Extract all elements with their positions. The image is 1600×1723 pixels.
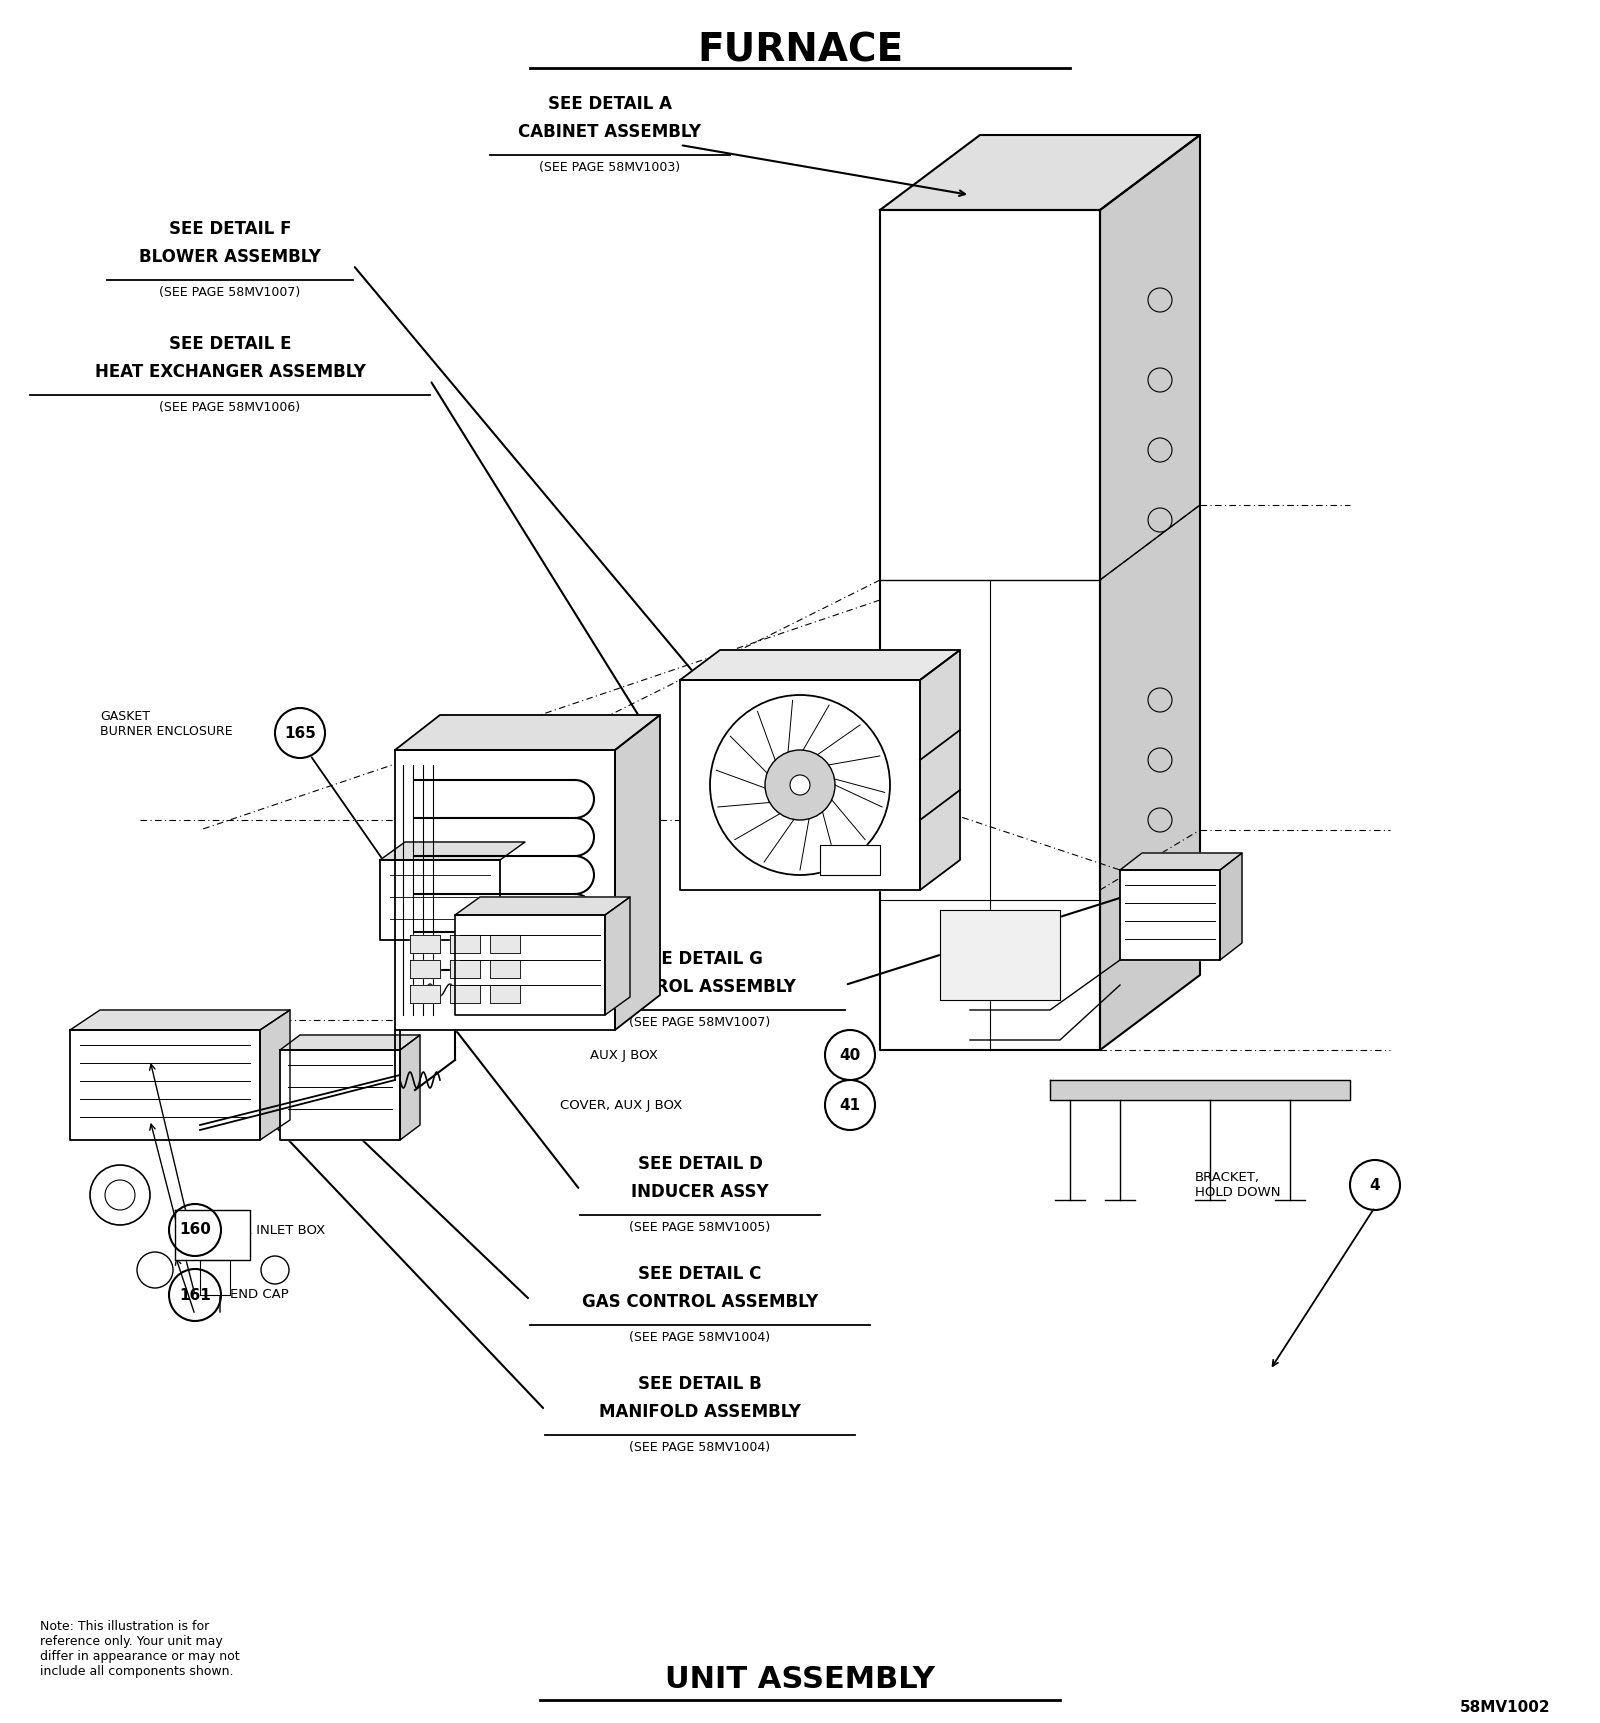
Text: SEE DETAIL B: SEE DETAIL B (638, 1375, 762, 1392)
Text: END CAP: END CAP (230, 1289, 288, 1301)
Text: UNIT ASSEMBLY: UNIT ASSEMBLY (666, 1664, 934, 1694)
Polygon shape (920, 650, 960, 891)
Text: SEE DETAIL D: SEE DETAIL D (637, 1154, 763, 1173)
Text: SEE DETAIL G: SEE DETAIL G (637, 949, 763, 968)
Polygon shape (410, 986, 440, 1003)
Text: 58MV1002: 58MV1002 (1459, 1701, 1550, 1714)
Polygon shape (381, 860, 499, 941)
Text: MANIFOLD ASSEMBLY: MANIFOLD ASSEMBLY (598, 1403, 802, 1421)
Polygon shape (400, 1036, 419, 1141)
Polygon shape (450, 986, 480, 1003)
Polygon shape (450, 936, 480, 953)
Polygon shape (410, 960, 440, 979)
Polygon shape (381, 843, 525, 860)
Text: CABINET ASSEMBLY: CABINET ASSEMBLY (518, 122, 701, 141)
Circle shape (90, 1165, 150, 1225)
Polygon shape (490, 986, 520, 1003)
Text: AUX J BOX: AUX J BOX (590, 1049, 658, 1061)
Polygon shape (680, 650, 960, 681)
Circle shape (790, 775, 810, 794)
Polygon shape (70, 1030, 259, 1141)
Polygon shape (70, 1010, 290, 1030)
Text: 41: 41 (840, 1098, 861, 1113)
Polygon shape (614, 715, 661, 1030)
Text: FURNACE: FURNACE (698, 33, 902, 71)
Text: (SEE PAGE 58MV1007): (SEE PAGE 58MV1007) (629, 1017, 771, 1029)
Polygon shape (200, 1260, 230, 1296)
Text: (SEE PAGE 58MV1007): (SEE PAGE 58MV1007) (160, 286, 301, 300)
Circle shape (261, 1256, 290, 1284)
Polygon shape (941, 910, 1059, 999)
Circle shape (138, 1253, 173, 1289)
Text: (SEE PAGE 58MV1003): (SEE PAGE 58MV1003) (539, 160, 680, 174)
Polygon shape (259, 1010, 290, 1141)
Text: (SEE PAGE 58MV1004): (SEE PAGE 58MV1004) (629, 1440, 771, 1454)
Polygon shape (410, 936, 440, 953)
Polygon shape (880, 134, 1200, 210)
Polygon shape (490, 960, 520, 979)
Circle shape (765, 750, 835, 820)
Polygon shape (395, 750, 614, 1030)
Text: Note: This illustration is for
reference only. Your unit may
differ in appearanc: Note: This illustration is for reference… (40, 1620, 240, 1678)
Polygon shape (280, 1049, 400, 1141)
Text: COVER, AUX J BOX: COVER, AUX J BOX (560, 1099, 682, 1111)
Polygon shape (1120, 870, 1221, 960)
Polygon shape (880, 210, 1101, 1049)
Polygon shape (1221, 853, 1242, 960)
Polygon shape (454, 915, 605, 1015)
Text: (SEE PAGE 58MV1006): (SEE PAGE 58MV1006) (160, 401, 301, 414)
Polygon shape (680, 681, 920, 891)
Text: 165: 165 (285, 725, 315, 741)
Polygon shape (280, 1036, 419, 1049)
Text: SEE DETAIL A: SEE DETAIL A (547, 95, 672, 114)
Polygon shape (1101, 134, 1200, 1049)
Text: 160: 160 (179, 1223, 211, 1237)
Polygon shape (395, 715, 661, 750)
Text: 4: 4 (1370, 1177, 1381, 1192)
Circle shape (710, 694, 890, 875)
Polygon shape (1050, 1080, 1350, 1099)
Polygon shape (450, 960, 480, 979)
Text: 161: 161 (179, 1287, 211, 1303)
Polygon shape (490, 936, 520, 953)
Text: (SEE PAGE 58MV1004): (SEE PAGE 58MV1004) (629, 1330, 771, 1344)
Text: AIR INLET BOX: AIR INLET BOX (230, 1223, 325, 1237)
Text: SEE DETAIL F: SEE DETAIL F (168, 221, 291, 238)
Text: HEAT EXCHANGER ASSEMBLY: HEAT EXCHANGER ASSEMBLY (94, 364, 365, 381)
Text: BRACKET,
HOLD DOWN: BRACKET, HOLD DOWN (1195, 1172, 1280, 1199)
Polygon shape (1120, 853, 1242, 870)
Polygon shape (174, 1210, 250, 1260)
Text: BLOWER ASSEMBLY: BLOWER ASSEMBLY (139, 248, 322, 265)
Polygon shape (605, 898, 630, 1015)
Text: INDUCER ASSY: INDUCER ASSY (630, 1184, 770, 1201)
Text: GASKET
BURNER ENCLOSURE: GASKET BURNER ENCLOSURE (99, 710, 232, 737)
Text: CONTROL ASSEMBLY: CONTROL ASSEMBLY (605, 979, 795, 996)
Text: 40: 40 (840, 1048, 861, 1063)
Polygon shape (454, 898, 630, 915)
Text: SEE DETAIL C: SEE DETAIL C (638, 1265, 762, 1284)
Polygon shape (819, 844, 880, 875)
Text: (SEE PAGE 58MV1005): (SEE PAGE 58MV1005) (629, 1222, 771, 1234)
Text: SEE DETAIL E: SEE DETAIL E (168, 334, 291, 353)
Text: GAS CONTROL ASSEMBLY: GAS CONTROL ASSEMBLY (582, 1292, 818, 1311)
